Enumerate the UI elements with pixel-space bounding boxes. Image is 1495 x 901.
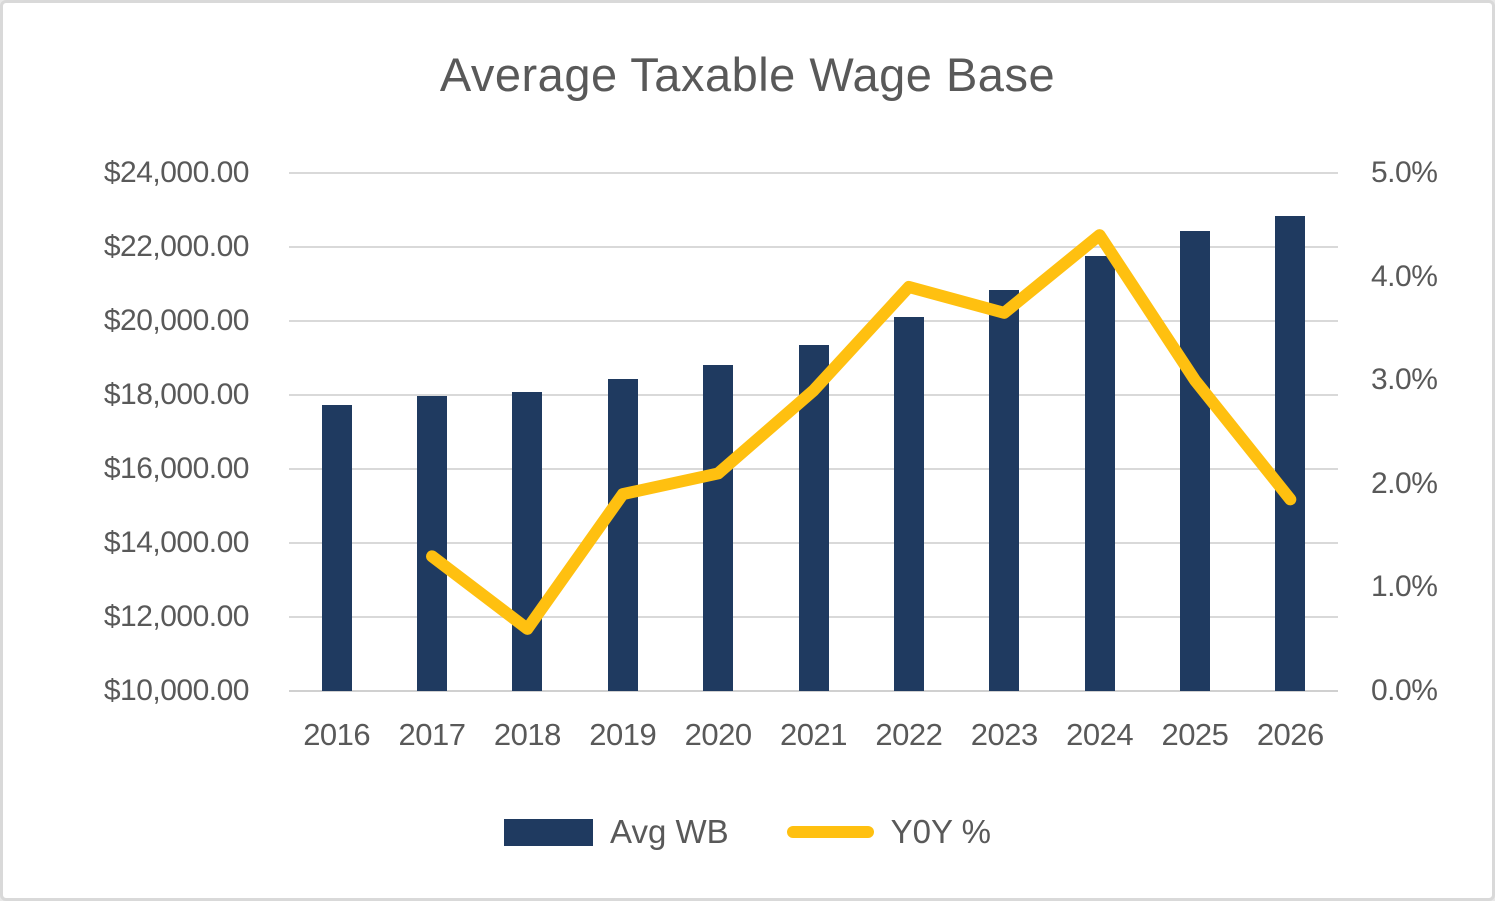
bar-2016: [321, 404, 352, 691]
x-axis-tick-label: 2017: [398, 717, 466, 752]
x-axis-tick-label: 2019: [589, 717, 657, 752]
legend: Avg WB Y0Y %: [3, 813, 1492, 851]
bar-2017: [417, 395, 448, 691]
y-axis-tick-label-right: 4.0%: [1371, 259, 1438, 293]
y-axis-tick-label-right: 3.0%: [1371, 363, 1438, 397]
bar-2022: [893, 316, 924, 691]
y-axis-tick-label-right: 5.0%: [1371, 156, 1438, 189]
x-axis-tick-label: 2026: [1256, 717, 1324, 752]
chart-title: Average Taxable Wage Base: [439, 48, 1056, 101]
y-axis-tick-label-left: $24,000.00: [103, 156, 250, 189]
bar-2024: [1084, 255, 1115, 691]
x-axis-tick-label: 2021: [780, 717, 847, 752]
y-axis-tick-label-left: $16,000.00: [103, 452, 250, 485]
y-axis-tick-label-left: $20,000.00: [103, 304, 250, 337]
y-axis-tick-label-left: $12,000.00: [103, 600, 250, 633]
yoy-line: [426, 229, 1297, 635]
x-axis-tick-label: 2020: [684, 717, 752, 752]
bar-2018: [512, 392, 543, 691]
y-axis-tick-label-left: $18,000.00: [103, 378, 250, 411]
y-axis-tick-label-right: 0.0%: [1371, 674, 1438, 707]
legend-label-yoy: Y0Y %: [890, 813, 991, 850]
bar-2026: [1275, 215, 1306, 691]
bar-2019: [607, 379, 638, 691]
legend-label-avg-wb: Avg WB: [610, 813, 729, 850]
y-axis-tick-label-left: $10,000.00: [103, 674, 250, 707]
legend-item-avg-wb: Avg WB: [504, 813, 729, 851]
x-axis-tick-label: 2022: [875, 717, 943, 752]
line-swatch-icon: [786, 826, 874, 838]
gridline: [289, 690, 1338, 692]
bar-swatch-icon: [504, 818, 594, 846]
y-axis-tick-label-right: 2.0%: [1371, 466, 1438, 500]
x-axis-tick-label: 2025: [1161, 717, 1229, 752]
x-axis-tick-label: 2018: [493, 717, 561, 752]
y-axis-tick-label-right: 1.0%: [1371, 570, 1438, 604]
bar-2023: [989, 289, 1020, 691]
y-axis-tick-label-left: $14,000.00: [103, 526, 250, 559]
legend-item-yoy: Y0Y %: [786, 813, 991, 851]
gridline: [289, 172, 1338, 174]
bar-2020: [703, 365, 734, 691]
y-axis-tick-label-left: $22,000.00: [103, 230, 250, 263]
x-axis-tick-label: 2016: [303, 717, 371, 752]
x-axis-tick-label: 2023: [970, 717, 1038, 752]
x-axis-tick-label: 2024: [1066, 717, 1134, 752]
bar-2025: [1179, 231, 1210, 691]
bar-2021: [798, 345, 829, 691]
